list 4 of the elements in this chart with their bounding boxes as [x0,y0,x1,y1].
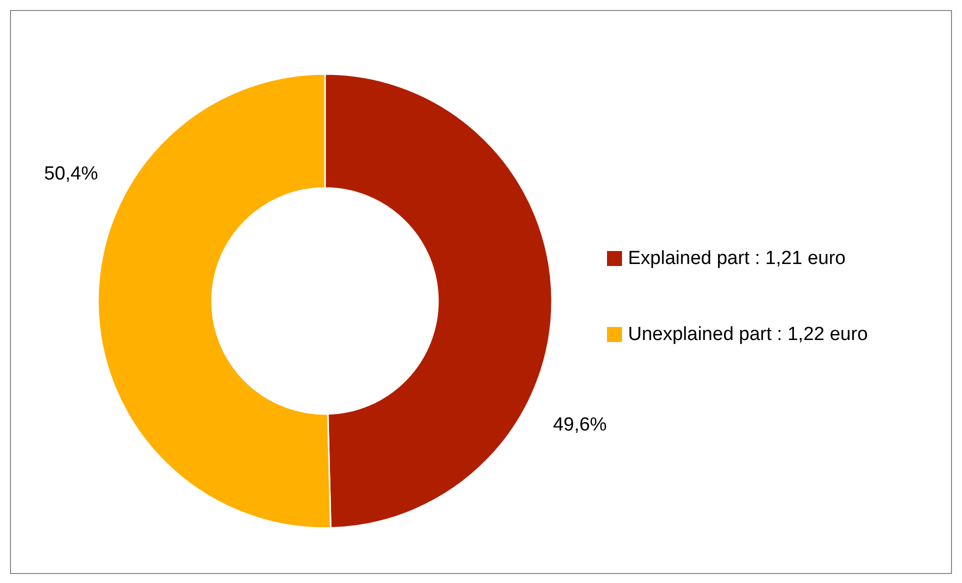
legend-label: Explained part : 1,21 euro [628,248,846,270]
data-label: 49,6% [552,414,607,436]
legend-label: Unexplained part : 1,22 euro [628,324,868,346]
data-label: 50,4% [44,163,98,184]
